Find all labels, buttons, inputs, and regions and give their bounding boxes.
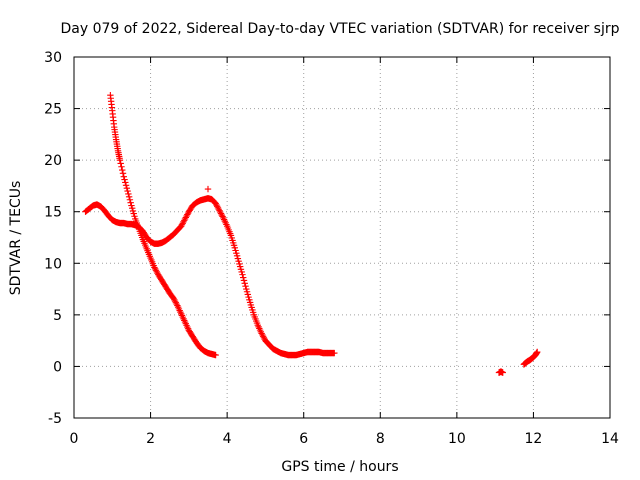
data-point-trace-b: [213, 201, 220, 209]
data-points: [82, 91, 541, 376]
data-point-trace-a: [118, 163, 125, 170]
data-point-trace-b: [259, 331, 266, 339]
data-point-trace-b: [180, 218, 187, 226]
data-point-trace-a: [212, 351, 219, 359]
data-point-trace-b: [184, 211, 191, 218]
data-point-trace-d: [499, 369, 506, 376]
data-point-trace-b: [183, 212, 190, 220]
data-point-trace-b: [239, 271, 246, 278]
y-tick-label: 25: [44, 102, 62, 118]
data-point-trace-b: [182, 214, 189, 221]
data-point-trace-b: [242, 282, 249, 290]
x-axis-label: GPS time / hours: [281, 459, 398, 475]
data-point-trace-b: [258, 330, 265, 337]
data-point-trace-a: [153, 268, 160, 275]
data-point-trace-a: [126, 196, 134, 203]
data-point-trace-b: [241, 280, 248, 287]
data-point-trace-e: [534, 348, 541, 356]
x-tick-label: 12: [525, 431, 543, 447]
axis-ticks: 0 2 4 6 8 10 12 14 -5 0 5 10 15 20 25 30: [44, 50, 619, 447]
data-point-trace-a: [151, 265, 159, 273]
data-point-trace-b: [259, 333, 267, 340]
chart-title: Day 079 of 2022, Sidereal Day-to-day VTE…: [60, 21, 619, 37]
y-tick-label: 5: [53, 308, 62, 324]
data-point-trace-b: [213, 203, 221, 210]
x-tick-label: 14: [601, 431, 619, 447]
data-point-trace-a: [172, 299, 180, 306]
data-point-trace-c: [204, 185, 212, 193]
x-tick-label: 2: [146, 431, 155, 447]
data-point-trace-b: [260, 334, 268, 341]
data-point-trace-b: [219, 213, 226, 220]
y-tick-label: 10: [44, 256, 62, 272]
data-point-trace-a: [120, 173, 127, 180]
data-point-trace-b: [217, 208, 224, 216]
data-point-trace-a: [119, 170, 127, 177]
grid-lines: [74, 57, 610, 418]
data-point-trace-a: [116, 156, 124, 164]
data-point-trace-b: [181, 217, 188, 224]
data-point-trace-a: [171, 298, 179, 305]
x-tick-label: 4: [223, 431, 232, 447]
data-point-trace-a: [123, 184, 131, 192]
data-point-trace-a: [117, 160, 124, 167]
data-point-trace-b: [178, 221, 186, 228]
data-point-trace-a: [122, 179, 129, 186]
y-tick-label: 30: [44, 50, 62, 66]
data-point-trace-a: [152, 267, 160, 274]
data-point-trace-a: [125, 193, 133, 201]
data-point-trace-a: [121, 176, 128, 183]
data-point-trace-a: [173, 300, 180, 308]
data-point-trace-b: [240, 277, 248, 284]
data-point-trace-b: [218, 211, 225, 219]
data-point-trace-b: [214, 204, 222, 211]
data-point-trace-b: [331, 349, 338, 357]
data-point-trace-a: [151, 264, 158, 271]
data-point-trace-a: [122, 182, 130, 189]
data-point-trace-b: [179, 220, 186, 227]
x-tick-label: 10: [448, 431, 466, 447]
data-point-trace-b: [181, 215, 189, 223]
data-point-trace-b: [217, 210, 225, 217]
data-point-trace-a: [125, 190, 132, 198]
data-point-trace-a: [171, 296, 178, 303]
x-tick-label: 6: [299, 431, 308, 447]
y-tick-label: 15: [44, 205, 62, 221]
data-point-trace-b: [178, 222, 185, 230]
y-tick-label: 20: [44, 153, 62, 169]
data-point-trace-a: [127, 199, 134, 206]
data-point-trace-a: [170, 295, 177, 302]
y-tick-label: -5: [48, 411, 62, 427]
y-axis-label: SDTVAR / TECUs: [8, 181, 24, 296]
plot-frame: [73, 56, 611, 419]
x-tick-label: 8: [376, 431, 385, 447]
data-point-trace-b: [215, 206, 222, 213]
y-tick-label: 0: [53, 359, 62, 375]
data-point-trace-b: [240, 274, 247, 281]
data-point-trace-a: [124, 187, 131, 195]
data-point-trace-a: [119, 166, 126, 174]
data-point-trace-b: [212, 200, 219, 207]
data-point-trace-b: [216, 207, 223, 214]
x-tick-label: 0: [70, 431, 79, 447]
